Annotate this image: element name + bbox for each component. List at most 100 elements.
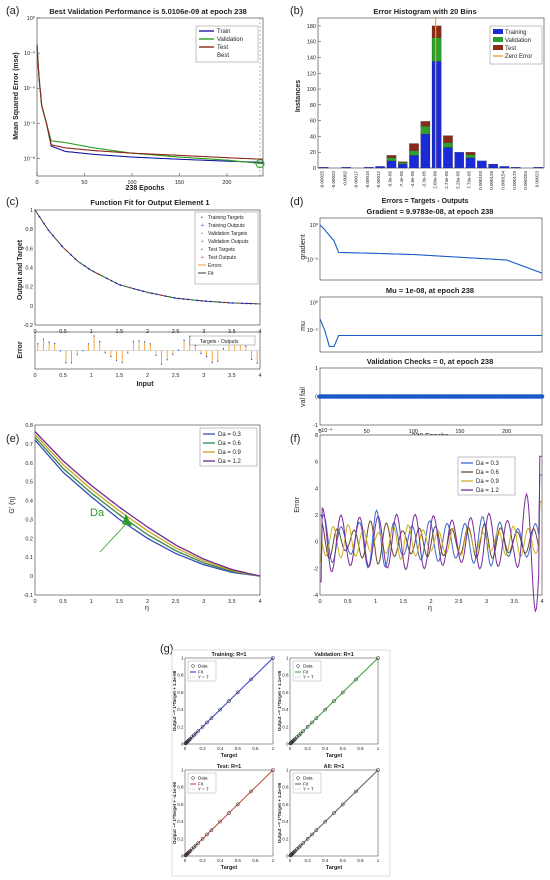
series-f-3 (320, 455, 542, 613)
ytick-label-g-3-2: 0.4 (282, 819, 289, 824)
point-g-0-19 (271, 656, 275, 660)
ytick-label-f-1: 6 (315, 460, 318, 466)
point-c-24 (142, 290, 144, 293)
ytick-label-g-2-0: 0 (181, 854, 184, 859)
xtick-label-c-5: 2.5 (172, 329, 180, 335)
xtick2-label-c-4: 2 (146, 373, 149, 379)
title2-d: Mu = 1e-08, at epoch 238 (386, 286, 474, 295)
series-e-3 (34, 431, 261, 577)
point-c-36 (196, 299, 198, 302)
xtick-label-g-1-4: 0.8 (357, 746, 364, 751)
legend-a-2: Test (217, 45, 228, 51)
legend-a-1: Validation (217, 37, 243, 43)
xtick-label-a-2: 100 (127, 180, 136, 186)
xtick-label-g-3-5: 1 (377, 858, 380, 863)
bar-b-0-0 (318, 167, 329, 169)
point-c-9 (74, 258, 77, 261)
xtick-label-d-3: 150 (455, 429, 464, 435)
ytick-label-g-2-3: 0.6 (177, 802, 184, 807)
point-g-3-16 (332, 811, 336, 815)
legend-b-3: Zero Error (505, 54, 532, 60)
point-c-21 (128, 286, 131, 289)
bar-b-2-11 (443, 135, 453, 143)
point-g-1-18 (354, 677, 358, 682)
xtick2-label-c-6: 3 (202, 373, 205, 379)
point-c-0 (34, 209, 36, 211)
xtick-label-b-19: 0.00023 (534, 171, 539, 188)
error-point-c-24 (172, 353, 174, 355)
xtick-label-f-6: 3 (485, 599, 488, 605)
xtick-label-b-15: 0.000128 (489, 171, 494, 190)
point-g-2-14 (209, 828, 214, 833)
legend-marker-c-2: • (201, 231, 203, 237)
ytick-label-b-1: 20 (310, 150, 316, 156)
ylabel-f: Error (294, 497, 301, 513)
ytick1-label-d-1: 10⁻⁵ (307, 256, 318, 263)
label-e: (e) (6, 433, 19, 445)
ytick-label-b-9: 180 (307, 24, 316, 30)
xtick-label-b-3: -0.00017 (354, 171, 359, 189)
ytick-label-g-2-5: 1 (181, 768, 184, 773)
point-g-0-16 (227, 699, 231, 703)
series-a-0 (36, 44, 263, 163)
xtick-label-b-11: 2.74e-05 (444, 171, 449, 189)
legend-f-0: Da = 0.3 (476, 461, 500, 467)
point-c-5 (56, 239, 59, 242)
error-point-c-2 (48, 341, 50, 343)
xtick-label-g-1-5: 1 (377, 746, 380, 751)
bar-b-0-4 (364, 167, 374, 169)
point-g-2-19 (271, 768, 275, 772)
ytick-label-e-2: 0.6 (25, 461, 33, 467)
ytick-label-b-2: 40 (310, 134, 316, 140)
legend-box-c2 (189, 335, 256, 346)
point-c-33 (182, 298, 185, 300)
error-point-c-25 (177, 349, 180, 351)
xtick-label-c-4: 2 (146, 329, 149, 335)
point-g-2-0 (183, 853, 188, 858)
legend-c-5: Test Outputs (208, 255, 237, 261)
bar-b-0-17 (511, 167, 521, 169)
ytick-label-e-9: -0.1 (24, 593, 33, 599)
bar-b-2-10 (431, 25, 442, 38)
point-c-48 (250, 302, 252, 305)
point-g-0-2 (184, 740, 189, 745)
ytick-label-f-2: 4 (315, 486, 318, 492)
xtick-label-g-0-2: 0.4 (217, 746, 224, 751)
xtick-label-a-4: 200 (222, 180, 231, 186)
title-g-2: Test: R=1 (217, 764, 242, 770)
xtick-label-g-0-5: 1 (272, 746, 275, 751)
point-g-0-13 (205, 720, 209, 725)
point-g-0-10 (193, 731, 198, 736)
xtick-label-e-6: 3 (202, 599, 205, 605)
legend-g-0-2: Y = T (198, 675, 209, 680)
ytick3-label-d-1: 0 (315, 395, 318, 401)
identity-line-g-2 (184, 769, 274, 857)
point-c-12 (88, 267, 90, 270)
error-point-c-1 (42, 338, 45, 340)
legend-g-2-0: Data (198, 776, 208, 781)
point-c-28 (160, 294, 162, 297)
ylabel3-d: val fail (300, 387, 307, 407)
error-point-c-11 (99, 340, 101, 343)
xtick-label-d-4: 200 (502, 429, 511, 435)
series-a-1 (36, 44, 264, 165)
title-g-1: Validation: R=1 (314, 652, 354, 658)
point-c-37 (200, 299, 203, 302)
xtick-label-g-0-0: 0 (184, 746, 187, 751)
point-g-1-16 (332, 699, 336, 703)
bar-b-2-6 (386, 155, 397, 158)
point-g-1-19 (376, 656, 380, 660)
axes-d-1 (319, 217, 543, 281)
point-c-18 (115, 282, 117, 284)
xlabel-g-3: Target (326, 865, 343, 871)
identity-line-g-0 (184, 657, 274, 745)
xtick2-label-c-5: 2.5 (172, 373, 180, 379)
series-f-2 (320, 501, 542, 563)
bar-b-0-15 (488, 163, 498, 169)
legend-marker-c-4: • (201, 247, 203, 253)
point-g-2-2 (184, 852, 189, 857)
ytick-label-b-3: 60 (310, 119, 316, 125)
xtick-label-f-7: 3.5 (510, 599, 518, 605)
point-c-23 (137, 289, 140, 291)
